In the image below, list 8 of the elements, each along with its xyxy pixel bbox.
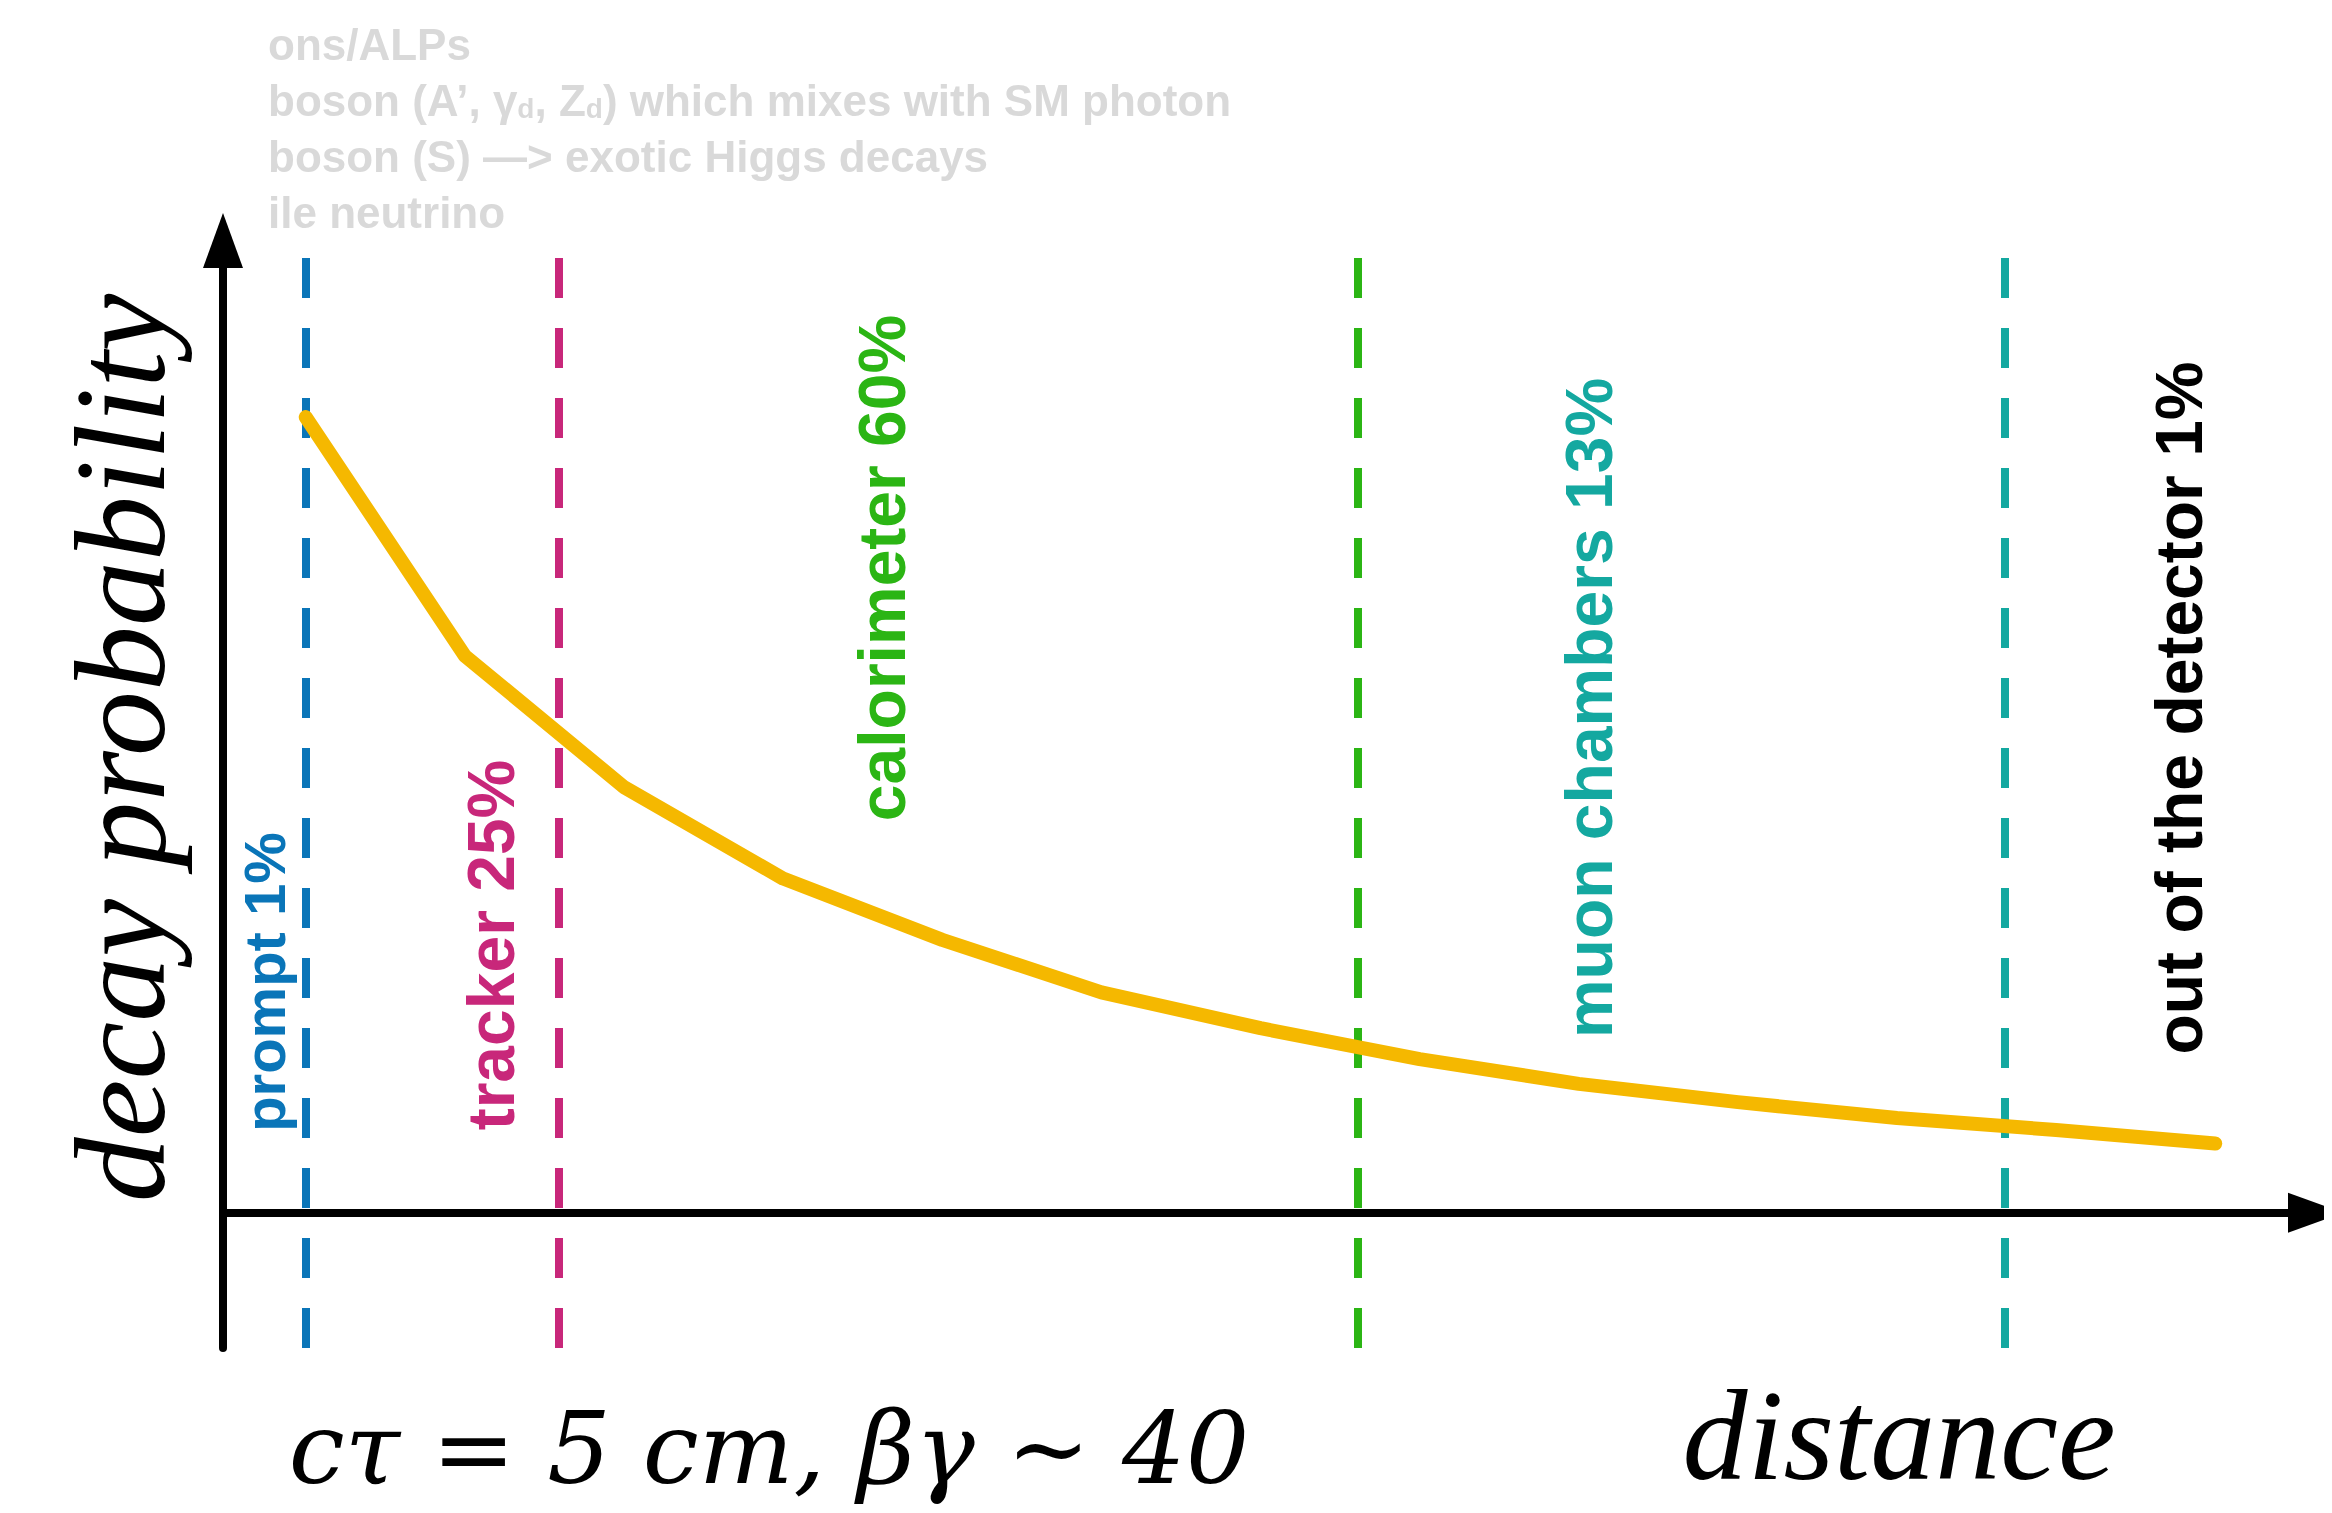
- annotation: prompt 1%: [231, 832, 297, 1132]
- annotation: out of the detector 1%: [2142, 361, 2216, 1055]
- text: cτ = 5 cm, βγ ~ 40: [288, 1389, 1250, 1507]
- annotation: calorimeter 60%: [845, 314, 919, 822]
- annotation: muon chambers 13%: [1552, 377, 1626, 1039]
- y-axis-title: decay probability: [48, 293, 192, 1203]
- annotation: tracker 25%: [454, 759, 528, 1131]
- x-axis-title: distance: [1682, 1363, 2116, 1507]
